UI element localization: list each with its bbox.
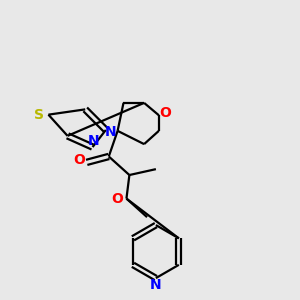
Text: O: O [74, 153, 85, 167]
Text: O: O [111, 192, 123, 206]
Text: N: N [150, 278, 162, 292]
Text: N: N [88, 134, 99, 148]
Text: S: S [34, 108, 44, 122]
Text: O: O [159, 106, 171, 120]
Text: N: N [104, 125, 116, 139]
